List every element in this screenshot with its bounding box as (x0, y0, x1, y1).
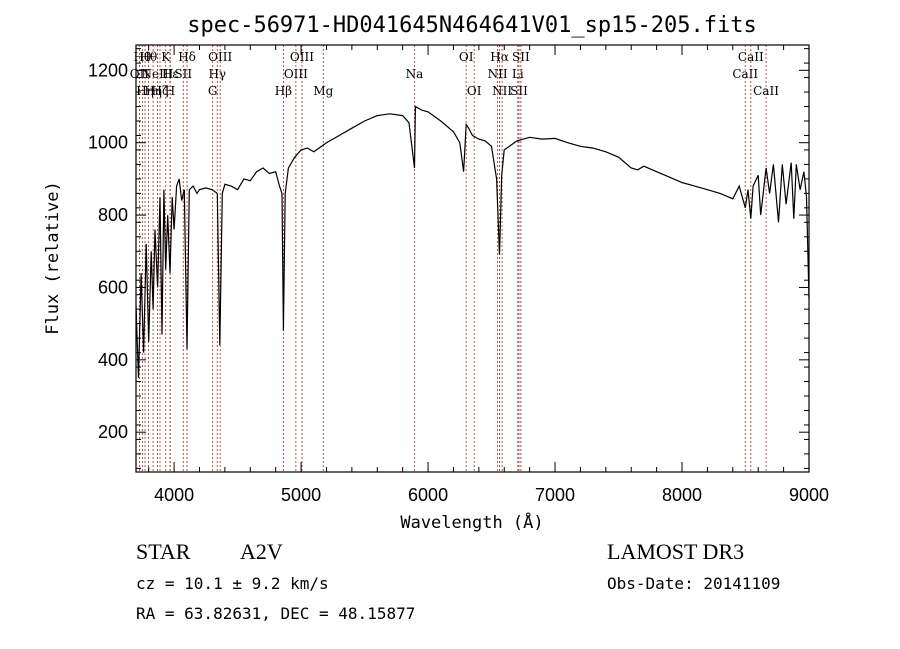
spectral-line-label: OIII (290, 50, 314, 64)
x-axis-label: Wavelength (Å) (400, 511, 543, 533)
spectral-line-label: SII (512, 50, 530, 64)
x-tick-label: 7000 (535, 485, 575, 505)
spectral-line-label: OI (459, 50, 474, 64)
x-tick-label: 9000 (789, 485, 829, 505)
spectral-line-label: Mg (313, 84, 333, 98)
spectral-line-label: CaII (753, 84, 779, 98)
redshift-cz: cz = 10.1 ± 9.2 km/s (136, 574, 329, 593)
spectral-line-label: Li (512, 67, 524, 81)
spectral-line-label: H (165, 84, 175, 98)
spectral-line-label: G (208, 84, 218, 98)
x-tick-label: 6000 (408, 485, 448, 505)
spectral-line-label: NeIII (142, 67, 174, 81)
spectral-line-label: Hη (144, 84, 162, 98)
spectral-line-label: Hζ (152, 84, 169, 98)
chart-title: spec-56971-HD041645N464641V01_sp15-205.f… (187, 13, 757, 38)
spectral-line-label: Hδ (178, 50, 196, 64)
spectral-line-label: OIII (284, 67, 308, 81)
x-axis-ticks: 4000 5000 6000 7000 8000 9000 (148, 45, 829, 505)
spectral-line-label: NII (488, 67, 508, 81)
spectral-line-label: SII (174, 67, 192, 81)
spectral-line-label: SII (510, 84, 528, 98)
plot-frame (135, 44, 810, 473)
spectral-line-label: Hα (490, 50, 509, 64)
spectral-line-label: OI (467, 84, 482, 98)
x-tick-label: 5000 (281, 485, 321, 505)
y-axis-ticks: 200 400 600 800 1000 1200 (88, 48, 809, 469)
spectral-line-label: CaII (732, 67, 758, 81)
spectral-line-label: CaII (738, 50, 764, 64)
ra-dec-coordinates: RA = 63.82631, DEC = 48.15877 (136, 604, 415, 623)
spectral-line-label: OIII (208, 50, 232, 64)
observation-date: Obs-Date: 20141109 (607, 574, 780, 593)
spectral-line-label: Hγ (208, 67, 226, 81)
spectral-line-label: Hβ (275, 84, 292, 98)
y-tick-label: 200 (98, 422, 128, 442)
y-tick-label: 1200 (88, 60, 128, 80)
object-class: STAR (136, 539, 191, 564)
x-tick-label: 8000 (662, 485, 702, 505)
y-tick-label: 600 (98, 277, 128, 297)
survey-name: LAMOST DR3 (607, 539, 744, 564)
y-axis-label: Flux (relative) (43, 181, 63, 335)
object-subclass: A2V (240, 539, 283, 564)
spectral-line-label: K (161, 50, 171, 64)
spectral-line-label: NII (492, 84, 512, 98)
spectral-line-label: Hη (136, 84, 154, 98)
marker-lines (139, 45, 767, 472)
y-tick-label: 1000 (88, 133, 128, 153)
spectral-line-label: Hθ (140, 50, 158, 64)
marker-labels: OIIHθHηHθHηNeIIIHζKHHεSIIHδGHγOIIIHβOIII… (130, 50, 779, 98)
y-tick-label: 800 (98, 205, 128, 225)
spectrum-series-line (135, 105, 810, 378)
spectral-line-label: Hε (162, 67, 179, 81)
x-tick-label: 4000 (154, 485, 194, 505)
y-tick-label: 400 (98, 350, 128, 370)
spectral-line-label: Hθ (133, 50, 151, 64)
spectral-line-label: Na (406, 67, 424, 81)
